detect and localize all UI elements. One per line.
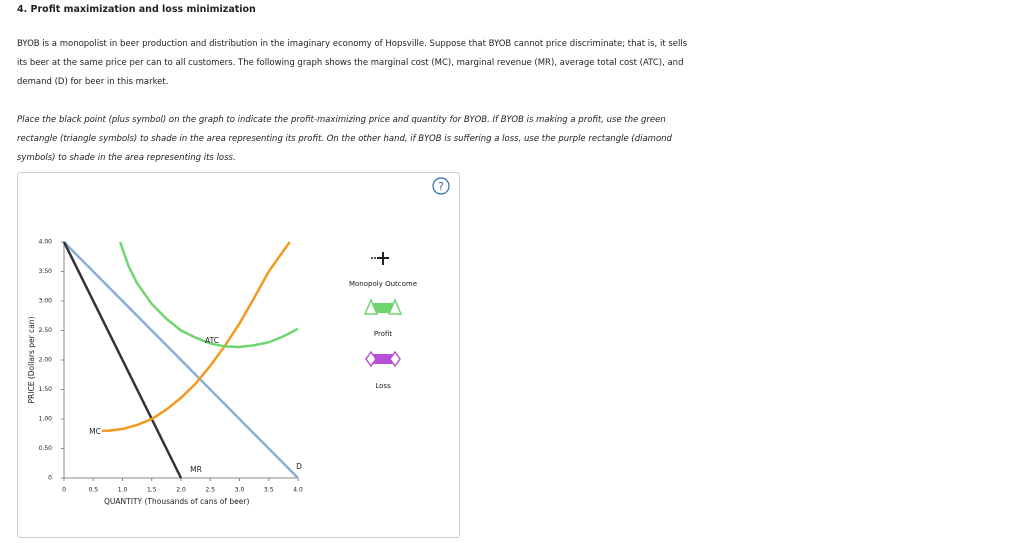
instruction-text: Place the black point (plus symbol) on t… <box>17 115 672 163</box>
tool-label: Monopoly Outcome <box>349 280 417 288</box>
profit-tool[interactable] <box>363 298 403 315</box>
x-tick-label: 2.5 <box>205 487 215 494</box>
curve-label: MR <box>190 465 202 474</box>
graph-panel <box>17 172 460 538</box>
x-tick-label: 0.5 <box>88 487 98 494</box>
x-tick-label: 4.0 <box>293 487 303 494</box>
x-tick-label: 2.0 <box>176 487 186 494</box>
tool-label: Loss <box>375 382 391 390</box>
loss-tool[interactable] <box>365 350 401 368</box>
y-tick-label: 2.50 <box>39 327 53 334</box>
plus-tool[interactable] <box>371 252 389 265</box>
x-tick-label: 3.5 <box>264 487 274 494</box>
x-tick-label: 1.5 <box>147 487 157 494</box>
y-tick-label: 3.50 <box>39 268 53 275</box>
curve-label: D <box>296 462 302 471</box>
y-tick-label: 0 <box>48 475 52 482</box>
curve <box>63 241 299 479</box>
question-text: BYOB is a monopolist in beer production … <box>17 39 688 87</box>
curve <box>118 241 299 349</box>
y-tick-label: 2.00 <box>39 357 53 364</box>
curve-label: ATC <box>205 336 219 345</box>
y-tick-label: 1.00 <box>39 416 53 423</box>
title: 4. Profit maximization and loss minimiza… <box>17 4 256 15</box>
help-icon[interactable]: ? <box>438 180 444 193</box>
y-tick-label: 4.00 <box>39 239 53 246</box>
y-tick-label: 0.50 <box>39 445 53 452</box>
help-button[interactable] <box>432 177 450 195</box>
curve-label: MC <box>89 427 101 436</box>
curve <box>62 241 183 479</box>
x-axis-label: QUANTITY (Thousands of cans of beer) <box>104 497 249 506</box>
y-tick-label: 1.50 <box>39 386 53 393</box>
y-tick-label: 3.00 <box>39 298 53 305</box>
x-tick-label: 1.0 <box>118 487 128 494</box>
tool-label: Profit <box>374 330 393 338</box>
curve <box>102 241 291 433</box>
x-tick-label: 0 <box>62 487 66 494</box>
y-axis-label: PRICE (Dollars per can) <box>27 316 36 403</box>
x-tick-label: 3.0 <box>235 487 245 494</box>
